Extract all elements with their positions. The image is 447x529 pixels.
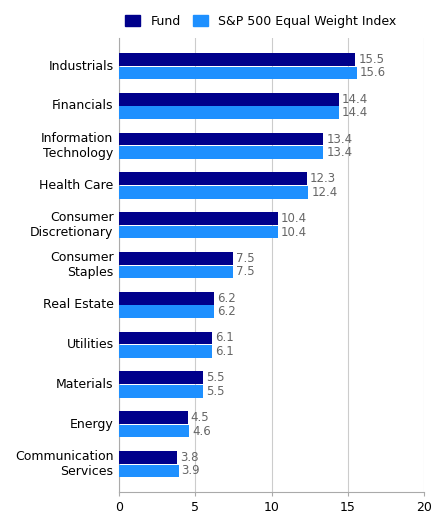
Bar [119,411,188,424]
Bar [119,212,278,225]
Legend: Fund, S&P 500 Equal Weight Index: Fund, S&P 500 Equal Weight Index [125,14,396,28]
Bar [119,133,324,145]
Bar [119,226,278,239]
Bar [119,371,203,384]
Text: 3.9: 3.9 [181,464,200,477]
Text: 10.4: 10.4 [281,212,307,225]
Bar [119,332,212,344]
Bar [119,292,214,305]
Text: 12.3: 12.3 [310,172,336,185]
Text: 13.4: 13.4 [326,132,353,145]
Bar [119,67,357,79]
Text: 15.5: 15.5 [358,53,384,66]
Bar [119,305,214,318]
Text: 5.5: 5.5 [206,371,224,384]
Bar [119,146,324,159]
Text: 5.5: 5.5 [206,385,224,398]
Bar [119,252,233,264]
Bar [119,93,339,106]
Text: 3.8: 3.8 [180,451,198,464]
Text: 14.4: 14.4 [342,93,368,106]
Text: 6.1: 6.1 [215,345,234,358]
Text: 13.4: 13.4 [326,146,353,159]
Bar [119,186,308,199]
Text: 4.5: 4.5 [191,411,209,424]
Text: 6.2: 6.2 [217,305,236,318]
Text: 12.4: 12.4 [311,186,337,199]
Text: 4.6: 4.6 [192,425,211,437]
Bar [119,106,339,119]
Bar [119,451,177,464]
Text: 6.1: 6.1 [215,332,234,344]
Text: 15.6: 15.6 [360,67,386,79]
Bar [119,385,203,398]
Bar [119,53,355,66]
Text: 6.2: 6.2 [217,291,236,305]
Bar [119,345,212,358]
Text: 7.5: 7.5 [236,252,255,265]
Bar [119,425,189,437]
Bar [119,464,178,477]
Text: 10.4: 10.4 [281,226,307,239]
Text: 14.4: 14.4 [342,106,368,119]
Bar [119,266,233,278]
Text: 7.5: 7.5 [236,266,255,278]
Bar [119,172,307,185]
